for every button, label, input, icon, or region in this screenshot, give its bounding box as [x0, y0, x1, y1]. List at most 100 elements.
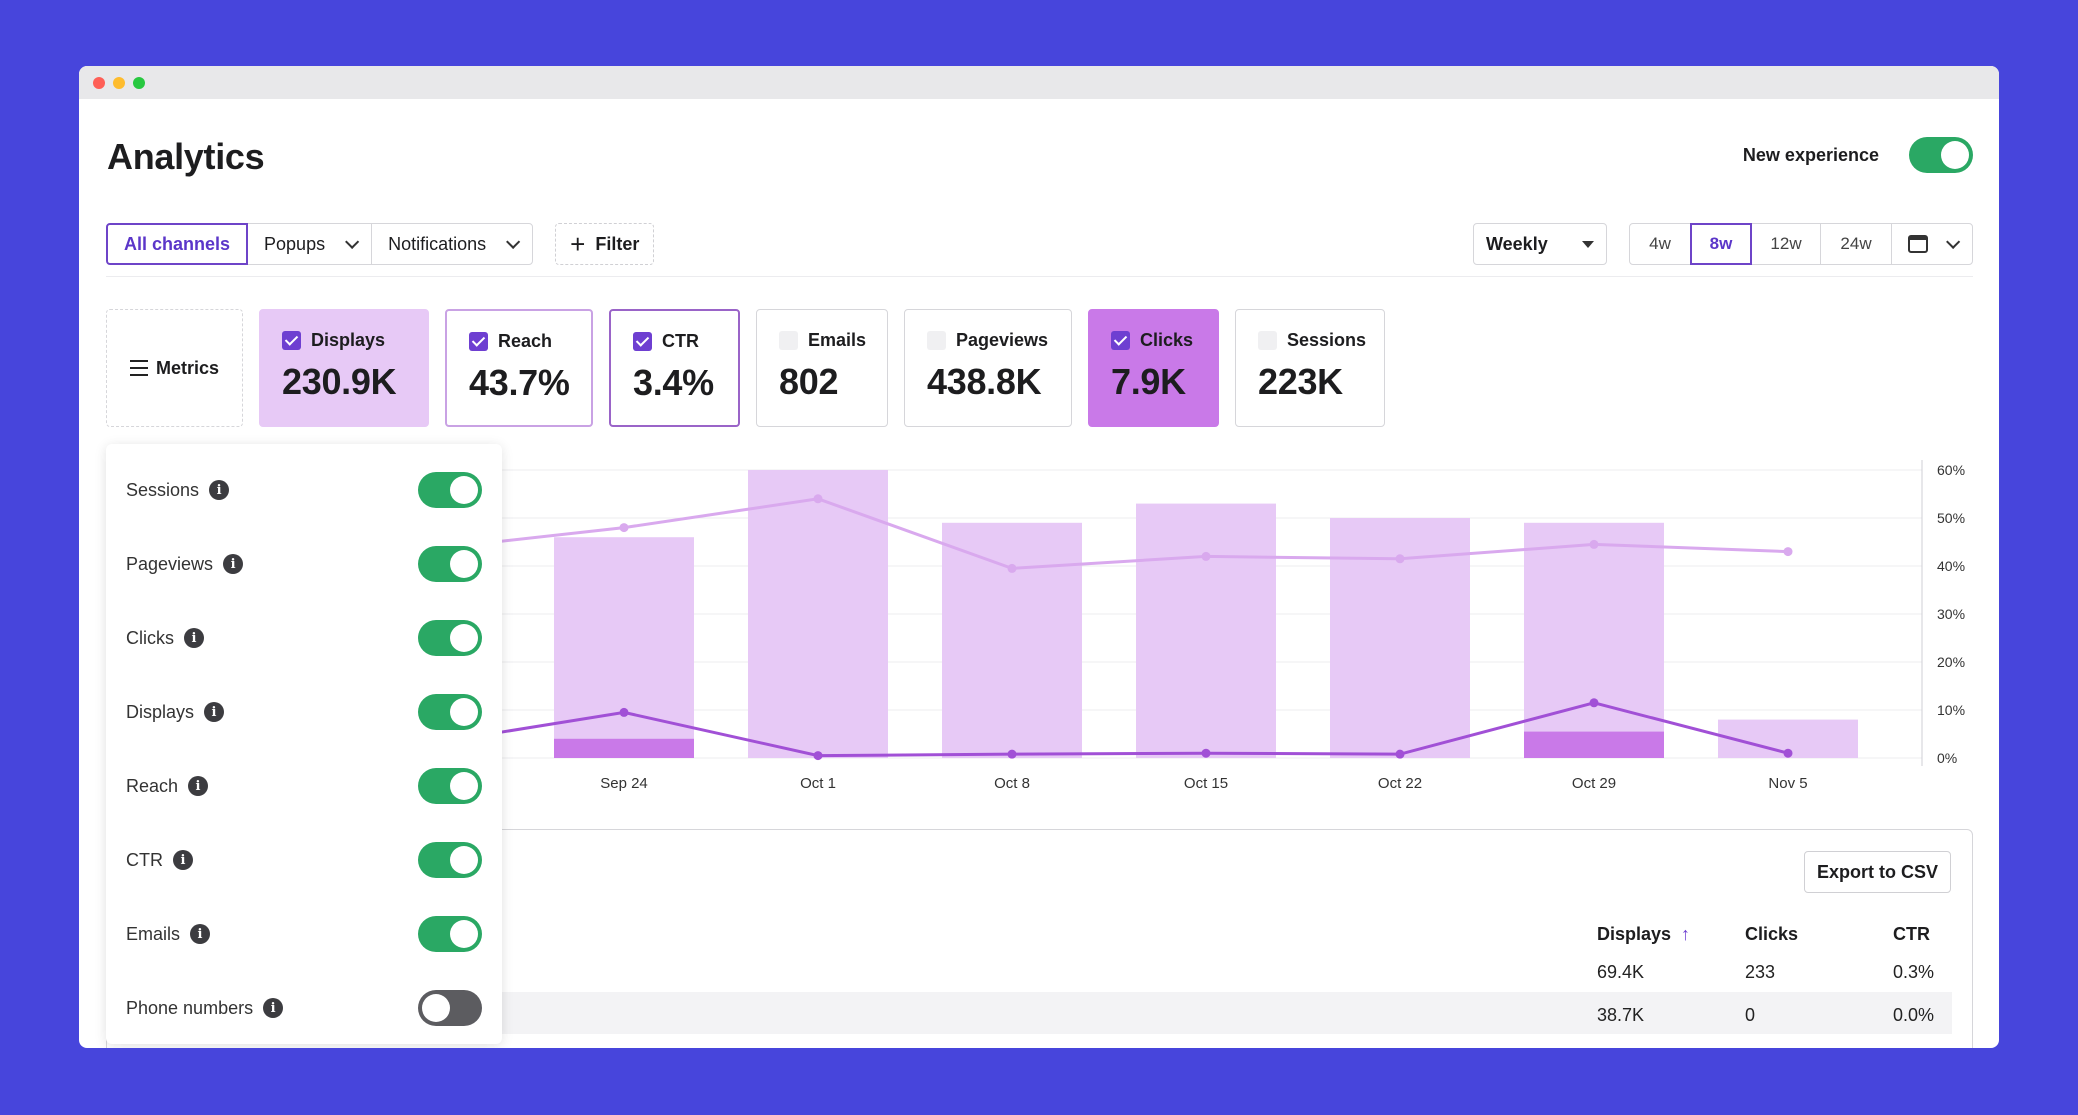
ctr-line	[429, 701, 1789, 758]
chevron-down-icon	[1946, 234, 1961, 249]
page-title: Analytics	[107, 136, 265, 177]
checkbox-icon[interactable]	[779, 331, 798, 350]
table-cell: 0	[1745, 1005, 1756, 1025]
metrics-button-label: Metrics	[155, 357, 220, 378]
checkbox-icon[interactable]	[1258, 331, 1277, 350]
metric-label: CTR	[662, 331, 699, 351]
x-axis-tick-label: Nov 5	[1768, 775, 1807, 792]
new-experience-label: New experience	[1742, 144, 1879, 165]
maximize-window-button[interactable]	[133, 76, 145, 89]
y-axis-tick-label: 60%	[1937, 462, 1965, 478]
column-header-ctr[interactable]: CTR	[1893, 924, 1930, 944]
info-icon[interactable]: i	[209, 480, 230, 500]
panel-row-pageviews: Pageviews i	[126, 544, 482, 584]
metric-card-emails[interactable]: Emails 802	[756, 309, 888, 427]
toolbar-divider	[106, 276, 1973, 277]
bar-displays	[1524, 522, 1664, 758]
caret-down-icon	[1582, 240, 1594, 248]
minimize-window-button[interactable]	[113, 76, 125, 89]
panel-row-label: Phone numbers	[126, 997, 254, 1018]
metric-label: Sessions	[1287, 330, 1367, 350]
column-header-displays[interactable]: Displays ↑	[1597, 924, 1690, 945]
ctr-toggle[interactable]	[418, 842, 482, 878]
checkbox-checked-icon[interactable]	[469, 332, 488, 351]
metric-value: 230.9K	[282, 361, 397, 402]
info-icon[interactable]: i	[223, 554, 244, 574]
reach-point	[619, 523, 629, 533]
metric-card-displays[interactable]: Displays 230.9K	[259, 309, 429, 427]
panel-row-phone-numbers: Phone numbers i	[126, 988, 482, 1028]
panel-row-label: Sessions	[126, 479, 200, 500]
clicks-toggle[interactable]	[418, 620, 482, 656]
emails-toggle[interactable]	[418, 916, 482, 952]
info-icon[interactable]: i	[263, 998, 284, 1018]
metric-label: Emails	[808, 330, 867, 350]
interval-select[interactable]: Weekly	[1473, 223, 1607, 265]
date-range-picker[interactable]	[1891, 223, 1973, 265]
all-channels-tab[interactable]: All channels	[106, 223, 249, 265]
bar-displays	[1136, 503, 1276, 758]
phone-numbers-toggle[interactable]	[418, 990, 482, 1026]
checkbox-icon[interactable]	[927, 331, 946, 350]
notifications-dropdown[interactable]: Notifications	[371, 223, 534, 265]
ctr-point	[1783, 748, 1793, 758]
range-8w-button[interactable]: 8w	[1690, 223, 1752, 265]
chevron-down-icon	[345, 234, 360, 249]
metric-card-ctr[interactable]: CTR 3.4%	[609, 309, 740, 427]
close-window-button[interactable]	[93, 76, 105, 89]
reach-toggle[interactable]	[418, 768, 482, 804]
range-12w-button[interactable]: 12w	[1751, 223, 1821, 265]
bar-clicks	[554, 738, 694, 758]
info-icon[interactable]: i	[188, 776, 209, 796]
bar-clicks	[1524, 731, 1664, 758]
channel-filter-bar: All channels Popups Notifications + Filt…	[106, 223, 655, 265]
metric-label: Reach	[498, 331, 553, 351]
window-titlebar	[79, 66, 1999, 99]
column-header-clicks[interactable]: Clicks	[1745, 924, 1799, 944]
range-4w-button[interactable]: 4w	[1629, 223, 1691, 265]
checkbox-checked-icon[interactable]	[282, 331, 301, 350]
x-axis-tick-label: Oct 22	[1378, 775, 1422, 792]
table-cell: 69.4K	[1597, 962, 1645, 982]
panel-row-ctr: CTR i	[126, 840, 482, 880]
panel-row-clicks: Clicks i	[126, 618, 482, 658]
reach-point	[1395, 554, 1405, 564]
reach-line	[429, 497, 1789, 570]
add-filter-button[interactable]: + Filter	[555, 223, 655, 265]
ctr-point	[1201, 748, 1211, 758]
metric-cards: Metrics Displays 230.9K Reach 43.7% CTR …	[106, 309, 1385, 427]
info-icon[interactable]: i	[173, 850, 193, 870]
pageviews-toggle[interactable]	[418, 546, 482, 582]
y-axis-tick-label: 10%	[1937, 702, 1965, 718]
export-csv-button[interactable]: Export to CSV	[1803, 851, 1951, 893]
info-icon[interactable]: i	[184, 628, 204, 648]
y-axis-tick-label: 0%	[1937, 750, 1957, 766]
range-24w-button[interactable]: 24w	[1820, 223, 1892, 265]
x-axis-tick-label: Oct 1	[800, 775, 836, 792]
popups-dropdown[interactable]: Popups	[247, 223, 373, 265]
bar-displays	[1330, 518, 1470, 758]
metric-label: Pageviews	[956, 330, 1049, 350]
metric-card-pageviews[interactable]: Pageviews 438.8K	[904, 309, 1072, 427]
panel-row-reach: Reach i	[126, 766, 482, 806]
table-cell: 233	[1745, 962, 1776, 982]
info-icon[interactable]: i	[204, 702, 225, 722]
metric-value: 3.4%	[633, 362, 714, 403]
table-cell: 38.7K	[1597, 1005, 1645, 1025]
displays-toggle[interactable]	[418, 694, 482, 730]
metric-card-sessions[interactable]: Sessions 223K	[1235, 309, 1385, 427]
info-icon[interactable]: i	[190, 924, 211, 944]
checkbox-checked-icon[interactable]	[1111, 331, 1130, 350]
metric-value: 223K	[1258, 361, 1343, 402]
sessions-toggle[interactable]	[418, 472, 482, 508]
metric-card-reach[interactable]: Reach 43.7%	[445, 309, 593, 427]
new-experience-toggle[interactable]	[1909, 137, 1973, 173]
notifications-label: Notifications	[388, 233, 487, 254]
metrics-button[interactable]: Metrics	[106, 309, 243, 427]
metric-card-clicks[interactable]: Clicks 7.9K	[1088, 309, 1219, 427]
checkbox-checked-icon[interactable]	[633, 332, 652, 351]
x-axis-tick-label: Oct 29	[1572, 775, 1616, 792]
ctr-point	[1395, 749, 1405, 759]
x-axis-tick-label: Oct 15	[1184, 775, 1228, 792]
bar-displays	[1718, 719, 1858, 758]
